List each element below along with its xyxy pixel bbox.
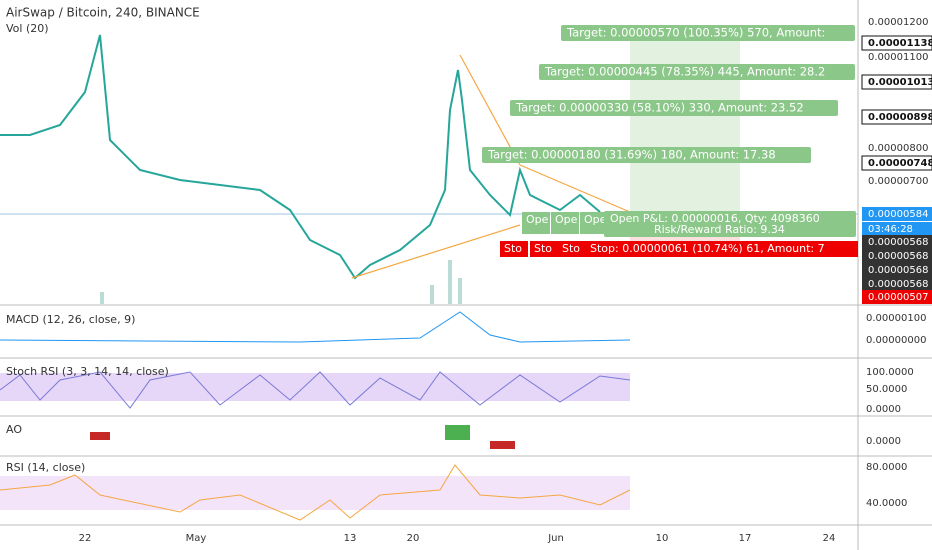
pane-tick: 80.0000 (866, 462, 907, 473)
open-box (551, 212, 579, 234)
ao (90, 425, 515, 449)
macd (0, 311, 631, 343)
pnl-box (604, 211, 856, 237)
stop-box (586, 241, 858, 257)
price-marker (861, 35, 932, 51)
price-marker-label: 0.00000568 (868, 279, 928, 290)
stop-short-box (530, 241, 558, 257)
pane-title: Stoch RSI (3, 3, 14, 14, close) (6, 365, 169, 378)
pane-tick: 0.0000 (866, 436, 901, 447)
target-box (539, 64, 855, 80)
rsi (0, 464, 631, 521)
rsi-band (0, 476, 630, 510)
stop-short: Sto (562, 242, 580, 255)
date-tick: 17 (739, 533, 752, 544)
target-label: Target: 0.00000445 (78.35%) 445, Amount:… (544, 65, 825, 79)
target-label: Target: 0.00000180 (31.69%) 180, Amount:… (487, 148, 776, 162)
price-tick: 0.00001100 (868, 52, 928, 63)
price-marker-label: 0.00000898 (868, 112, 932, 123)
price-tick: 0.00000700 (868, 176, 928, 187)
open-box (522, 212, 550, 234)
risk-reward: Risk/Reward Ratio: 9.34 (654, 223, 785, 236)
price-marker (861, 74, 932, 90)
price-marker-label: 0.00000748 (868, 158, 932, 169)
price-curve (0, 34, 601, 280)
price-marker-label: 0.00000584 (868, 209, 928, 220)
stop-short-box (558, 241, 586, 257)
open-short: Ope (555, 213, 578, 226)
pane-tick: 40.0000 (866, 498, 907, 509)
date-tick: 24 (823, 533, 836, 544)
stoch (0, 371, 631, 409)
price-marker (862, 222, 932, 236)
open-short: Ope (584, 213, 607, 226)
pane-title: MACD (12, 26, close, 9) (6, 313, 135, 326)
price-marker-label: 03:46:28 (868, 224, 913, 235)
price-marker (862, 207, 932, 221)
price-marker (862, 249, 932, 263)
price-marker-label: 0.00001138 (868, 38, 932, 49)
target-box (510, 100, 838, 116)
date-tick: 13 (344, 533, 357, 544)
open-pnl: Open P&L: 0.00000016, Qty: 4098360 (610, 212, 820, 225)
price-marker (861, 109, 932, 125)
stop-short: Sto (534, 242, 552, 255)
pane-tick: 0.00000000 (866, 335, 926, 346)
price-marker (862, 277, 932, 291)
price-marker-label: 0.00000568 (868, 251, 928, 262)
trend-lines (351, 54, 631, 279)
target-box (561, 25, 855, 41)
target-box (482, 147, 811, 163)
pane-tick: 0.00000100 (866, 313, 926, 324)
price-marker (862, 290, 932, 304)
stop-short-box (500, 241, 528, 257)
price-marker-label: 0.00000507 (868, 292, 928, 303)
date-tick: 10 (656, 533, 669, 544)
pane-tick: 0.0000 (866, 404, 901, 415)
date-tick: Jun (547, 533, 564, 544)
price-marker-label: 0.00000568 (868, 265, 928, 276)
pane-title: AO (6, 423, 22, 436)
price-tick: 0.00001200 (868, 17, 928, 28)
volume-label: Vol (20) (6, 22, 49, 35)
open-box (580, 212, 608, 234)
price-marker (861, 155, 932, 171)
date-tick: 20 (407, 533, 420, 544)
open-short: Ope (526, 213, 549, 226)
price-marker (862, 263, 932, 277)
price-marker (862, 235, 932, 249)
stop-label: Stop: 0.00000061 (10.74%) 61, Amount: 7 (590, 242, 825, 255)
pane-title: RSI (14, close) (6, 461, 85, 474)
price-marker-label: 0.00000568 (868, 237, 928, 248)
stop-short: Sto (504, 242, 522, 255)
price-tick: 0.00000800 (868, 143, 928, 154)
date-tick: 22 (79, 533, 92, 544)
date-tick: May (186, 533, 207, 544)
target-label: Target: 0.00000330 (58.10%) 330, Amount:… (515, 101, 804, 115)
pane-tick: 50.0000 (866, 384, 907, 395)
pane-tick: 100.0000 (866, 367, 914, 378)
symbol-title: AirSwap / Bitcoin, 240, BINANCE (6, 6, 200, 20)
target-label: Target: 0.00000570 (100.35%) 570, Amount… (566, 26, 825, 40)
price-marker-label: 0.00001013 (868, 77, 932, 88)
volume (100, 260, 462, 304)
